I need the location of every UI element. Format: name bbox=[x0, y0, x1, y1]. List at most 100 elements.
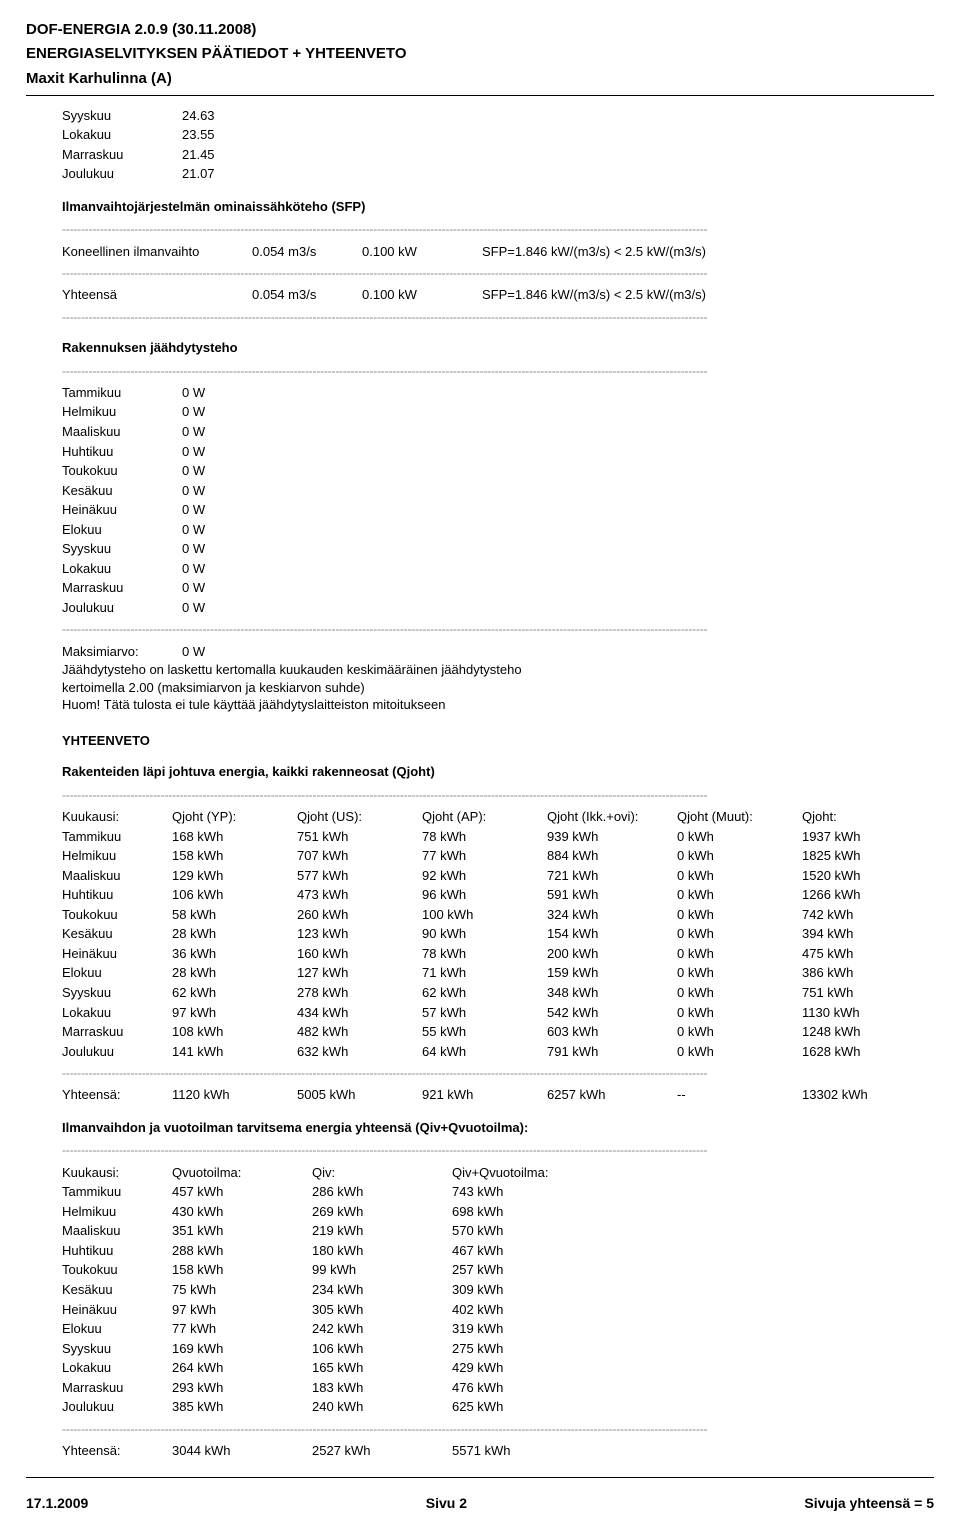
table-row: Heinäkuu0 W bbox=[62, 500, 262, 520]
table-cell: 260 kWh bbox=[297, 905, 422, 925]
table-cell: 1248 kWh bbox=[802, 1022, 912, 1042]
footer-page: Sivu 2 bbox=[426, 1494, 467, 1513]
table-cell: 278 kWh bbox=[297, 983, 422, 1003]
separator: ----------------------------------------… bbox=[62, 221, 934, 237]
table-cell: 0 kWh bbox=[677, 885, 802, 905]
table-row: Yhteensä:1120 kWh5005 kWh921 kWh6257 kWh… bbox=[62, 1085, 912, 1105]
table-cell: 5571 kWh bbox=[452, 1441, 612, 1461]
table-cell: Heinäkuu bbox=[62, 500, 182, 520]
building-name: Maxit Karhulinna (A) bbox=[26, 69, 934, 89]
table-cell: 430 kWh bbox=[172, 1202, 312, 1222]
table-row: Koneellinen ilmanvaihto0.054 m3/s0.100 k… bbox=[62, 242, 882, 262]
table-row: Elokuu0 W bbox=[62, 520, 262, 540]
table-cell: 1628 kWh bbox=[802, 1042, 912, 1062]
cooling-title: Rakennuksen jäähdytysteho bbox=[62, 339, 934, 357]
table-row: Syyskuu24.63 bbox=[62, 106, 262, 126]
table-row: Elokuu77 kWh242 kWh319 kWh bbox=[62, 1319, 612, 1339]
table-row: Joulukuu21.07 bbox=[62, 164, 262, 184]
table-row: Syyskuu0 W bbox=[62, 539, 262, 559]
table-cell: 707 kWh bbox=[297, 846, 422, 866]
table-cell: Yhteensä bbox=[62, 285, 252, 305]
table-cell: 57 kWh bbox=[422, 1003, 547, 1023]
table-cell: 180 kWh bbox=[312, 1241, 452, 1261]
table-cell: Maaliskuu bbox=[62, 422, 182, 442]
table-cell: 23.55 bbox=[182, 125, 262, 145]
table-cell: 698 kWh bbox=[452, 1202, 612, 1222]
table-cell: 64 kWh bbox=[422, 1042, 547, 1062]
table-cell: Marraskuu bbox=[62, 1378, 172, 1398]
qjoht-title: Rakenteiden läpi johtuva energia, kaikki… bbox=[62, 763, 934, 781]
table-cell: 721 kWh bbox=[547, 866, 677, 886]
table-row: Marraskuu21.45 bbox=[62, 145, 262, 165]
table-cell: Marraskuu bbox=[62, 145, 182, 165]
table-cooling: Tammikuu0 WHelmikuu0 WMaaliskuu0 WHuhtik… bbox=[62, 383, 262, 618]
table-cell: Elokuu bbox=[62, 520, 182, 540]
table-cell: Syyskuu bbox=[62, 983, 172, 1003]
table-cell: 1937 kWh bbox=[802, 827, 912, 847]
table-cell: 106 kWh bbox=[312, 1339, 452, 1359]
table-cell: 36 kWh bbox=[172, 944, 297, 964]
table-qjoht: Kuukausi:Qjoht (YP):Qjoht (US):Qjoht (AP… bbox=[62, 807, 912, 1061]
table-cell: 385 kWh bbox=[172, 1397, 312, 1417]
table-cell: 457 kWh bbox=[172, 1182, 312, 1202]
table-cell: 402 kWh bbox=[452, 1300, 612, 1320]
table-cell: 158 kWh bbox=[172, 846, 297, 866]
table-cell: 100 kWh bbox=[422, 905, 547, 925]
table-cell: 0.100 kW bbox=[362, 242, 482, 262]
table-cell: 21.07 bbox=[182, 164, 262, 184]
table-cell: 467 kWh bbox=[452, 1241, 612, 1261]
table-cell: Lokakuu bbox=[62, 1358, 172, 1378]
table-row: Marraskuu108 kWh482 kWh55 kWh603 kWh0 kW… bbox=[62, 1022, 912, 1042]
table-cell: 0 W bbox=[182, 642, 262, 662]
table-cell: Syyskuu bbox=[62, 106, 182, 126]
table-cell: 0 kWh bbox=[677, 1022, 802, 1042]
table-cell: 97 kWh bbox=[172, 1300, 312, 1320]
table-row: Kesäkuu28 kWh123 kWh90 kWh154 kWh0 kWh39… bbox=[62, 924, 912, 944]
table-cell: 58 kWh bbox=[172, 905, 297, 925]
table-cell: 434 kWh bbox=[297, 1003, 422, 1023]
table-cell: 743 kWh bbox=[452, 1182, 612, 1202]
table-cell: Lokakuu bbox=[62, 559, 182, 579]
table-cell: 165 kWh bbox=[312, 1358, 452, 1378]
table-cell: Huhtikuu bbox=[62, 1241, 172, 1261]
table-cell: 28 kWh bbox=[172, 963, 297, 983]
table-cell: 0 W bbox=[182, 461, 262, 481]
table-cell: 96 kWh bbox=[422, 885, 547, 905]
table-row: Tammikuu457 kWh286 kWh743 kWh bbox=[62, 1182, 612, 1202]
table-cell: Toukokuu bbox=[62, 1260, 172, 1280]
table-cell: 0 W bbox=[182, 481, 262, 501]
table-cell: 0 kWh bbox=[677, 846, 802, 866]
table-cell: Elokuu bbox=[62, 1319, 172, 1339]
table-cell: 351 kWh bbox=[172, 1221, 312, 1241]
table-cell: Marraskuu bbox=[62, 1022, 172, 1042]
separator: ----------------------------------------… bbox=[62, 309, 934, 325]
table-cell: 90 kWh bbox=[422, 924, 547, 944]
table-cell: 2527 kWh bbox=[312, 1441, 452, 1461]
table-cell: Kesäkuu bbox=[62, 924, 172, 944]
separator: ----------------------------------------… bbox=[62, 621, 934, 637]
table-cell: 542 kWh bbox=[547, 1003, 677, 1023]
table-cell: 591 kWh bbox=[547, 885, 677, 905]
qiv-title: Ilmanvaihdon ja vuotoilman tarvitsema en… bbox=[62, 1119, 934, 1137]
table-cell: 0 W bbox=[182, 559, 262, 579]
table-cell: 0 kWh bbox=[677, 1003, 802, 1023]
table-cell: 293 kWh bbox=[172, 1378, 312, 1398]
table-cell: 219 kWh bbox=[312, 1221, 452, 1241]
table-cell: 78 kWh bbox=[422, 827, 547, 847]
table-cell: 751 kWh bbox=[802, 983, 912, 1003]
table-cell: 473 kWh bbox=[297, 885, 422, 905]
table-cell: 3044 kWh bbox=[172, 1441, 312, 1461]
table-row: Syyskuu169 kWh106 kWh275 kWh bbox=[62, 1339, 612, 1359]
separator: ----------------------------------------… bbox=[62, 787, 934, 803]
table-cell: Huhtikuu bbox=[62, 885, 172, 905]
table-cell: 394 kWh bbox=[802, 924, 912, 944]
table-row: Tammikuu168 kWh751 kWh78 kWh939 kWh0 kWh… bbox=[62, 827, 912, 847]
table-cell: 1520 kWh bbox=[802, 866, 912, 886]
footer-total: Sivuja yhteensä = 5 bbox=[804, 1494, 934, 1513]
table-cell: 21.45 bbox=[182, 145, 262, 165]
table-cell: 0 kWh bbox=[677, 905, 802, 925]
table-row: Toukokuu58 kWh260 kWh100 kWh324 kWh0 kWh… bbox=[62, 905, 912, 925]
table-row: Lokakuu264 kWh165 kWh429 kWh bbox=[62, 1358, 612, 1378]
table-cell: 1120 kWh bbox=[172, 1085, 297, 1105]
table-cell: 0 W bbox=[182, 539, 262, 559]
